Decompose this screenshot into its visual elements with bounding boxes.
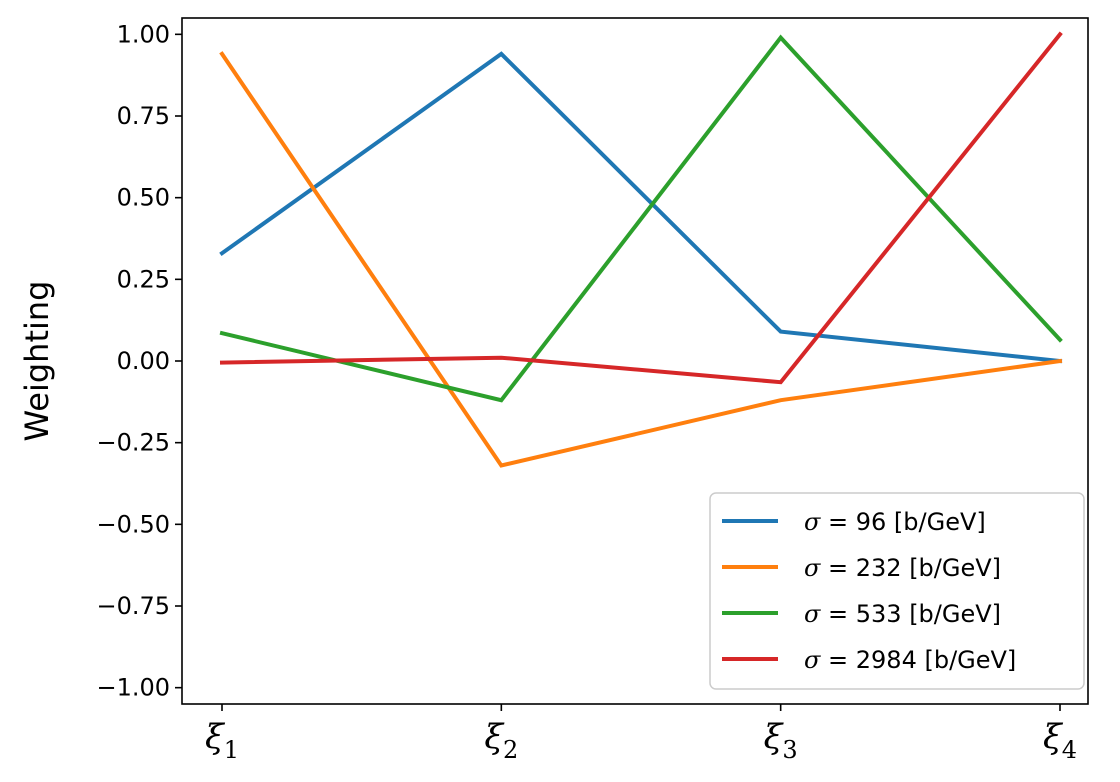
y-tick-label: 1.00: [117, 20, 170, 48]
legend-label: σ = 96 [b/GeV]: [804, 508, 986, 536]
y-tick-label: −1.00: [96, 674, 170, 702]
y-tick-label: 0.00: [117, 347, 170, 375]
y-tick-label: −0.50: [96, 510, 170, 538]
x-tick-label: ξ3: [764, 717, 798, 764]
y-axis-label: Weighting: [18, 281, 56, 442]
x-tick-label: ξ4: [1043, 717, 1077, 764]
x-axis: ξ1 ξ2 ξ3 ξ4: [205, 704, 1077, 764]
series-line-2: [219, 51, 1063, 468]
y-tick-label: −0.25: [96, 429, 170, 457]
series-line-3: [219, 34, 1063, 403]
y-tick-label: −0.75: [96, 592, 170, 620]
legend-label: σ = 2984 [b/GeV]: [804, 646, 1016, 674]
series-line-1: [219, 51, 1063, 364]
legend-label: σ = 533 [b/GeV]: [804, 600, 1001, 628]
series-lines: [219, 31, 1063, 468]
legend-box: [709, 492, 1085, 690]
series-line-4: [219, 31, 1063, 385]
y-tick-label: 0.75: [117, 102, 170, 130]
x-tick-label: ξ1: [205, 717, 239, 764]
legend-label: σ = 232 [b/GeV]: [804, 554, 1001, 582]
y-axis: 1.00 0.75 0.50 0.25 0.00 −0.25 −0.50 −0.75 −1.00: [96, 20, 182, 702]
x-tick-label: ξ2: [484, 717, 518, 764]
y-tick-label: 0.50: [117, 184, 170, 212]
y-tick-label: 0.25: [117, 265, 170, 293]
legend: σ = 96 [b/GeV] σ = 232 [b/GeV] σ = 533 [b/…: [709, 492, 1085, 690]
